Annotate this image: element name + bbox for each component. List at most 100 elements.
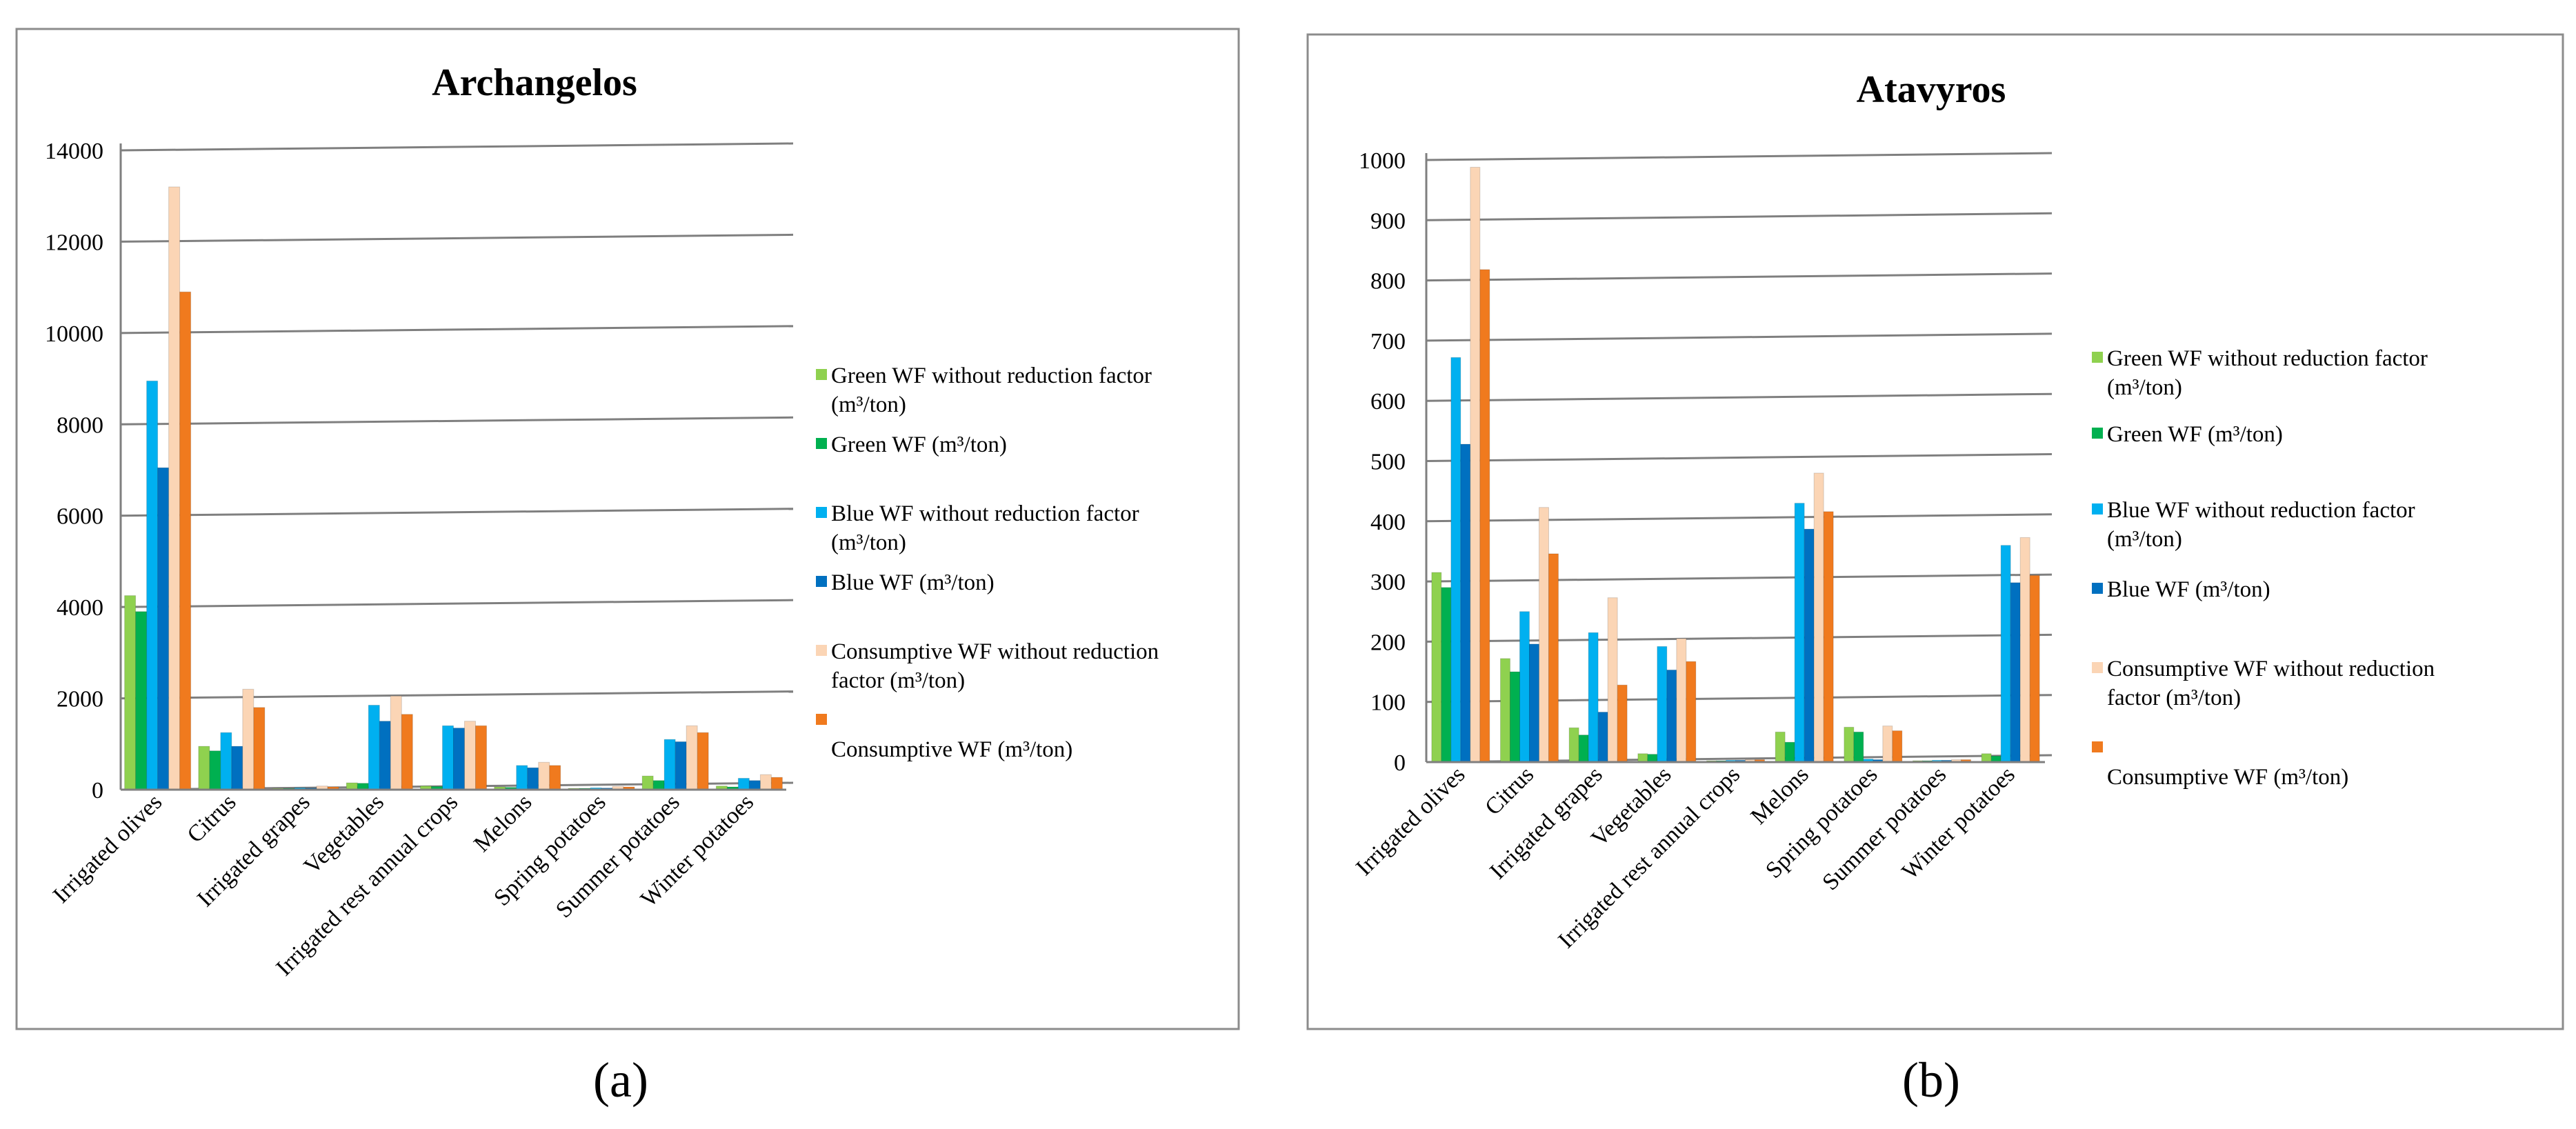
legend-entry-line: Consumptive WF without reduction: [831, 639, 1159, 664]
bar-green-wf-m-ton-irrigated-grapes: [1578, 735, 1589, 763]
gridline: [120, 325, 794, 334]
y-tick-label: 10000: [45, 321, 103, 347]
bar-blue-wf-without-reduction-fact-vegetables: [1657, 646, 1668, 763]
bar-blue-wf-without-reduction-fact-irrigated-olives: [1450, 357, 1461, 763]
legend-swatch: [816, 645, 827, 656]
gridline: [1426, 212, 2053, 221]
bar-green-wf-m-ton-irrigated-olives: [135, 611, 148, 790]
panel-label-b: (b): [1902, 1052, 1960, 1108]
chart-title: Archangelos: [432, 61, 637, 104]
legend-entry-line: Green WF without reduction factor: [2107, 346, 2428, 371]
legend-entry: Green WF (m³/ton): [2107, 422, 2283, 447]
bar-blue-wf-m-ton-citrus: [1529, 643, 1539, 763]
bar-consumptive-wf-without-reducti-irrigated-olives: [1470, 166, 1481, 763]
y-axis-ticks: 0 100 200 300 400 500 600 700 800 900 1000: [1359, 148, 1406, 776]
bar-blue-wf-m-ton-summer-potatoes: [675, 741, 687, 790]
bar-blue-wf-without-reduction-fact-summer-potatoes: [663, 739, 676, 790]
bar-blue-wf-without-reduction-fact-citrus: [220, 732, 232, 790]
y-tick-label: 8000: [57, 412, 103, 438]
legend: Green WF without reduction factor (m³/ton…: [2092, 346, 2435, 790]
bar-blue-wf-without-reduction-fact-melons: [516, 765, 528, 790]
y-tick-label: 1000: [1359, 148, 1406, 174]
y-tick-label: 0: [1394, 750, 1406, 776]
y-tick-label: 400: [1370, 510, 1406, 535]
legend-entry-line: Blue WF without reduction factor: [831, 501, 1139, 526]
y-tick-label: 600: [1370, 389, 1406, 414]
gridline: [1426, 513, 2053, 523]
bar-consumptive-wf-without-reducti-irrigated-olives: [168, 186, 181, 790]
y-tick-label: 12000: [45, 230, 103, 255]
bar-green-wf-without-reduction-fac-citrus: [1500, 658, 1510, 763]
bar-green-wf-m-ton-spring-potatoes: [1853, 731, 1864, 763]
legend-entry: Green WF (m³/ton): [831, 432, 1007, 457]
bar-green-wf-m-ton-citrus: [209, 750, 221, 790]
bar-blue-wf-m-ton-melons: [1804, 528, 1815, 763]
bar-green-wf-without-reduction-fac-spring-potatoes: [1844, 726, 1855, 763]
y-tick-label: 100: [1370, 690, 1406, 716]
bar-blue-wf-without-reduction-fact-melons: [1794, 503, 1805, 763]
axes: [1425, 153, 2045, 763]
legend-entry-line: (m³/ton): [831, 530, 906, 555]
bar-blue-wf-m-ton-melons: [527, 767, 539, 790]
bar-consumptive-wf-without-reducti-vegetables: [390, 695, 402, 790]
legend-entry: Green WF without reduction factor (m³/ton…: [2107, 346, 2428, 400]
bar-consumptive-wf-m-ton-spring-potatoes: [1892, 730, 1903, 763]
gridline: [1426, 332, 2053, 342]
legend-swatch: [2092, 583, 2103, 594]
chart-panel-atavyros: Atavyros 0 100 200 300 400 500 600 700 800 900 100…: [1306, 33, 2564, 1108]
bar-consumptive-wf-without-reducti-irrigated-grapes: [1607, 597, 1618, 763]
y-tick-label: 500: [1370, 450, 1406, 475]
bar-blue-wf-m-ton-winter-potatoes: [2010, 582, 2021, 763]
y-tick-label: 900: [1370, 208, 1406, 234]
legend-swatch: [816, 369, 827, 380]
chart-panel-archangelos: Archangelos 0 2000 4000 6000 8000 10000 12000 1…: [15, 28, 1240, 1108]
bar-blue-wf-m-ton-vegetables: [379, 721, 391, 790]
legend: Green WF without reduction factor (m³/ton…: [816, 363, 1159, 762]
bar-blue-wf-m-ton-irrigated-grapes: [1597, 712, 1608, 763]
legend-entry: Consumptive WF without reduction factor (…: [2107, 657, 2435, 710]
gridline: [1426, 573, 2053, 583]
legend-entry-line: Consumptive WF (m³/ton): [831, 737, 1072, 762]
legend-entry-line: factor (m³/ton): [831, 668, 965, 693]
axes: [119, 143, 786, 791]
legend-swatch: [2092, 662, 2103, 673]
bar-consumptive-wf-m-ton-irrigated-olives: [1479, 269, 1490, 763]
bar-consumptive-wf-m-ton-vegetables: [1686, 661, 1697, 763]
gridline: [120, 416, 794, 426]
gridlines: [1426, 152, 2053, 763]
gridline: [1426, 392, 2053, 402]
y-tick-label: 800: [1370, 269, 1406, 294]
y-tick-label: 4000: [57, 595, 103, 621]
bar-blue-wf-m-ton-vegetables: [1666, 669, 1677, 763]
legend-entry-line: Blue WF (m³/ton): [2107, 577, 2270, 602]
bar-consumptive-wf-without-reducti-spring-potatoes: [1882, 726, 1893, 763]
y-tick-label: 6000: [57, 504, 103, 530]
legend-entry-line: (m³/ton): [831, 392, 906, 417]
bar-green-wf-without-reduction-fac-irrigated-olives: [1431, 572, 1442, 763]
bar-green-wf-without-reduction-fac-melons: [1775, 731, 1786, 763]
bar-green-wf-without-reduction-fac-irrigated-olives: [124, 595, 137, 790]
gridline: [120, 599, 794, 608]
legend-swatch: [816, 714, 827, 725]
bar-consumptive-wf-without-reducti-summer-potatoes: [686, 725, 698, 790]
bar-blue-wf-m-ton-irrigated-olives: [157, 467, 170, 790]
bar-consumptive-wf-without-reducti-winter-potatoes: [759, 774, 772, 790]
bar-blue-wf-m-ton-winter-potatoes: [748, 780, 761, 790]
bar-consumptive-wf-without-reducti-irrigated-rest-annual-crops: [464, 721, 476, 790]
legend-entry-line: (m³/ton): [2107, 527, 2182, 552]
legend-entry: Consumptive WF (m³/ton): [2107, 765, 2348, 790]
legend-swatch: [2092, 428, 2103, 439]
bar-blue-wf-without-reduction-fact-irrigated-grapes: [1588, 632, 1599, 763]
bar-green-wf-without-reduction-fac-vegetables: [1637, 753, 1648, 763]
bar-consumptive-wf-m-ton-citrus: [253, 707, 266, 790]
bar-consumptive-wf-m-ton-winter-potatoes: [770, 777, 783, 790]
bar-blue-wf-m-ton-irrigated-rest-annual-crops: [453, 728, 465, 790]
gridline: [1426, 633, 2053, 643]
bar-green-wf-m-ton-irrigated-olives: [1441, 587, 1452, 763]
legend-entry-line: Consumptive WF without reduction: [2107, 657, 2435, 681]
bar-consumptive-wf-m-ton-irrigated-olives: [179, 291, 192, 790]
gridline: [1426, 272, 2053, 282]
legend-entry-line: Consumptive WF (m³/ton): [2107, 765, 2348, 790]
legend-swatch: [816, 438, 827, 449]
y-tick-label: 200: [1370, 630, 1406, 655]
